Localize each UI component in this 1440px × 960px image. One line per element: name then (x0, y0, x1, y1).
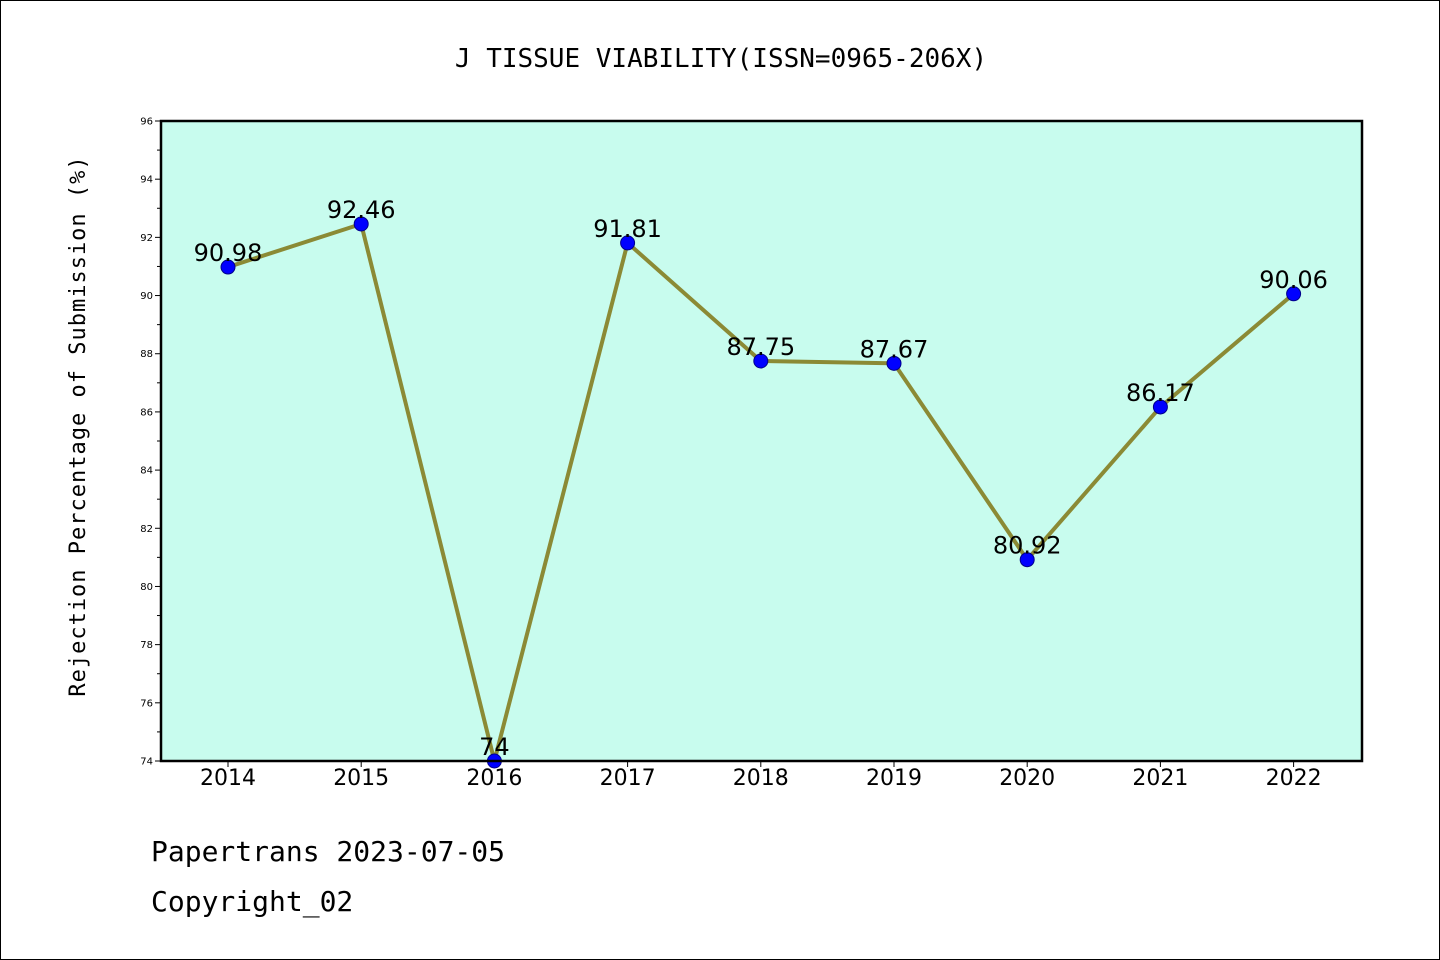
y-tick-label: 94 (140, 175, 153, 186)
data-label: 87.67 (860, 335, 929, 363)
footer-copyright: Copyright_02 (151, 885, 354, 918)
data-label: 74 (479, 733, 510, 761)
y-tick-label: 90 (140, 291, 153, 302)
y-tick-label: 76 (140, 698, 153, 709)
y-axis-label: Rejection Percentage of Submission (%) (66, 155, 91, 696)
data-label: 80.92 (993, 532, 1062, 560)
x-tick-label: 2020 (999, 766, 1055, 791)
data-point (886, 355, 902, 371)
footer-date: Papertrans 2023-07-05 (151, 835, 506, 868)
y-tick-label: 80 (140, 582, 153, 593)
x-tick-label: 2015 (333, 766, 389, 791)
data-label: 90.06 (1259, 266, 1328, 294)
data-point (620, 235, 636, 251)
data-label: 90.98 (194, 239, 263, 267)
x-tick-label: 2018 (733, 766, 789, 791)
data-point (1019, 552, 1035, 568)
data-point (753, 353, 769, 369)
x-tick-label: 2019 (866, 766, 922, 791)
data-label: 86.17 (1126, 379, 1195, 407)
data-point (1286, 286, 1302, 302)
x-tick-label: 2014 (200, 766, 256, 791)
y-tick-label: 74 (140, 757, 153, 768)
y-tick-label: 92 (140, 233, 153, 244)
data-point (1152, 399, 1168, 415)
y-tick-label: 78 (140, 640, 153, 651)
y-tick-label: 82 (140, 524, 153, 535)
y-tick-label: 86 (140, 407, 153, 418)
data-label: 91.81 (593, 215, 662, 243)
y-tick-label: 96 (140, 117, 153, 128)
y-tick-label: 88 (140, 349, 153, 360)
plot-border (159, 119, 1364, 763)
data-label: 92.46 (327, 196, 396, 224)
chart-title: J TISSUE VIABILITY(ISSN=0965-206X) (455, 44, 987, 74)
data-point (353, 216, 369, 232)
x-tick-label: 2022 (1266, 766, 1322, 791)
data-point (220, 259, 236, 275)
x-tick-label: 2021 (1132, 766, 1188, 791)
x-tick-label: 2016 (466, 766, 522, 791)
data-label: 87.75 (726, 333, 795, 361)
x-tick-label: 2017 (600, 766, 656, 791)
y-tick-label: 84 (140, 466, 153, 477)
